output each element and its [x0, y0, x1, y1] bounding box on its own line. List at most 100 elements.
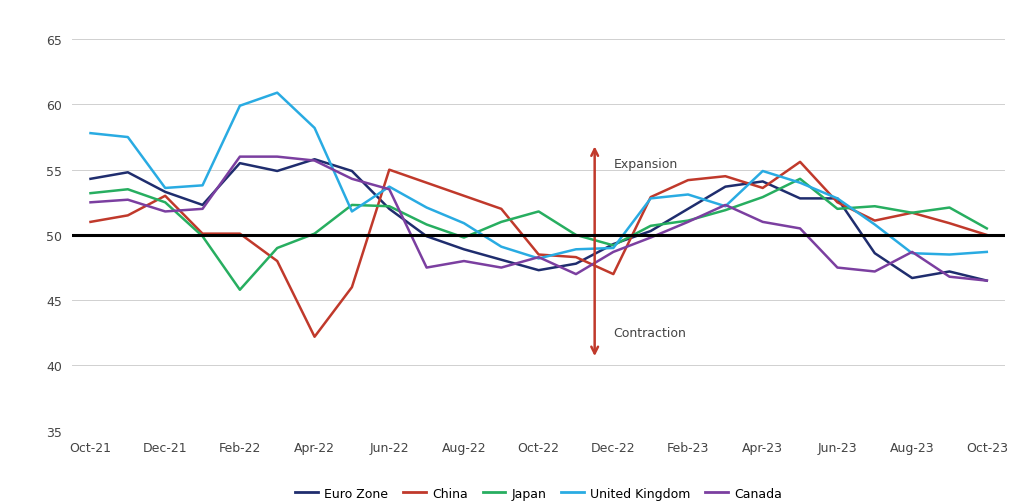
Canada [122, 197, 134, 203]
Text: Contraction: Contraction [614, 327, 686, 340]
Canada [458, 259, 470, 265]
Japan [756, 195, 768, 201]
Canada [421, 265, 433, 271]
Line: Euro Zone: Euro Zone [90, 160, 987, 281]
Canada [271, 154, 283, 160]
United Kingdom [644, 196, 657, 202]
United Kingdom [794, 180, 806, 186]
Canada [84, 200, 96, 206]
Canada [831, 265, 843, 271]
Japan [794, 176, 806, 182]
Euro Zone [346, 169, 358, 175]
United Kingdom [122, 135, 134, 141]
Euro Zone [569, 261, 582, 267]
United Kingdom [607, 245, 620, 252]
China [383, 167, 395, 173]
China [981, 232, 993, 238]
China [794, 159, 806, 165]
United Kingdom [496, 244, 508, 250]
Euro Zone [607, 241, 620, 247]
Euro Zone [981, 278, 993, 284]
Canada [981, 278, 993, 284]
Euro Zone [309, 157, 321, 163]
China [496, 206, 508, 212]
Euro Zone [421, 234, 433, 240]
Japan [84, 191, 96, 197]
Japan [644, 223, 657, 229]
China [869, 218, 881, 224]
Canada [607, 249, 620, 256]
Line: Canada: Canada [90, 157, 987, 281]
Japan [943, 205, 955, 211]
United Kingdom [84, 131, 96, 137]
Euro Zone [159, 189, 171, 195]
United Kingdom [421, 205, 433, 211]
Canada [196, 206, 208, 212]
Japan [831, 206, 843, 212]
Line: United Kingdom: United Kingdom [90, 94, 987, 259]
Euro Zone [794, 196, 806, 202]
United Kingdom [532, 256, 545, 262]
Canada [346, 176, 358, 182]
Euro Zone [532, 268, 545, 274]
China [196, 231, 208, 237]
China [271, 259, 283, 265]
China [831, 200, 843, 206]
Japan [981, 226, 993, 232]
Euro Zone [122, 170, 134, 176]
China [84, 219, 96, 225]
United Kingdom [346, 209, 358, 215]
United Kingdom [383, 184, 395, 190]
Japan [682, 218, 695, 224]
China [569, 255, 582, 261]
United Kingdom [196, 183, 208, 189]
Legend: Euro Zone, China, Japan, United Kingdom, Canada: Euro Zone, China, Japan, United Kingdom,… [290, 482, 787, 501]
Japan [196, 234, 208, 240]
Text: Expansion: Expansion [614, 157, 677, 170]
Euro Zone [458, 247, 470, 253]
China [122, 213, 134, 219]
Japan [906, 210, 918, 216]
China [756, 185, 768, 191]
Canada [383, 187, 395, 193]
Japan [122, 187, 134, 193]
United Kingdom [943, 252, 955, 258]
Canada [756, 219, 768, 225]
Japan [159, 200, 171, 206]
Japan [271, 245, 283, 252]
Japan [607, 243, 620, 249]
China [607, 272, 620, 278]
Canada [159, 209, 171, 215]
United Kingdom [234, 104, 246, 110]
Canada [943, 274, 955, 280]
United Kingdom [906, 250, 918, 257]
China [719, 174, 732, 180]
China [532, 252, 545, 258]
Euro Zone [756, 179, 768, 185]
Japan [421, 222, 433, 228]
Canada [532, 255, 545, 261]
Euro Zone [644, 228, 657, 234]
United Kingdom [159, 185, 171, 191]
United Kingdom [458, 221, 470, 227]
Line: Japan: Japan [90, 179, 987, 290]
Euro Zone [383, 206, 395, 212]
China [682, 178, 695, 184]
China [346, 285, 358, 291]
Canada [644, 235, 657, 241]
China [906, 210, 918, 216]
Japan [569, 232, 582, 238]
Canada [906, 249, 918, 256]
United Kingdom [682, 192, 695, 198]
Canada [496, 265, 508, 271]
China [644, 195, 657, 201]
United Kingdom [981, 249, 993, 256]
Japan [458, 235, 470, 241]
United Kingdom [309, 126, 321, 132]
China [943, 221, 955, 227]
Euro Zone [84, 176, 96, 182]
United Kingdom [831, 196, 843, 202]
Euro Zone [496, 257, 508, 263]
Euro Zone [271, 169, 283, 175]
Japan [532, 209, 545, 215]
